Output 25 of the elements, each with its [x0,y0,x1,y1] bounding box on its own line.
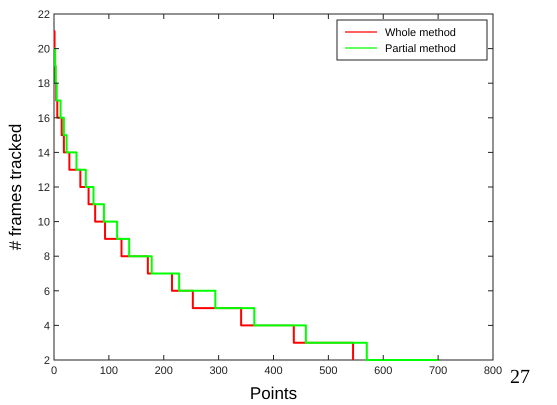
y-tick-label: 12 [38,182,50,194]
x-axis-title: Points [250,384,298,403]
y-tick-label: 6 [44,286,50,298]
x-tick-label: 100 [100,365,118,377]
legend-label: Partial method [385,43,456,55]
x-tick-label: 700 [428,365,448,377]
x-tick-label: 0 [50,365,58,377]
y-tick-label: 4 [44,320,50,332]
x-tick-label: 300 [209,365,228,377]
y-tick-label: 14 [38,147,50,160]
y-tick-label: 2 [44,355,50,367]
y-tick-label: 8 [44,251,50,264]
x-tick-label: 200 [154,365,173,377]
x-tick-label: 500 [319,365,338,377]
y-tick-label: 18 [38,78,50,90]
y-tick-label: 10 [38,216,50,229]
text: 27 [510,366,530,388]
x-tick-label: 600 [374,365,392,377]
x-tick-label: 400 [264,365,283,377]
y-axis-title: # frames tracked [6,124,25,250]
y-tick-label: 22 [38,9,50,21]
legend-label: Whole method [385,27,456,39]
y-tick-label: 16 [38,112,50,125]
x-tick-label: 800 [484,365,502,377]
y-tick-label: 20 [38,44,50,56]
